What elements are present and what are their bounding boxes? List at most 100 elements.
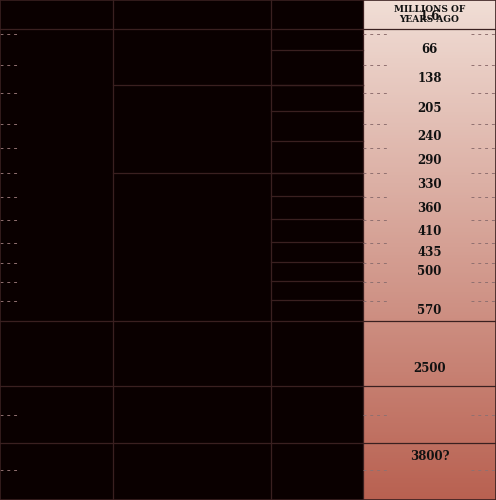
Bar <box>363 425 496 426</box>
Bar <box>363 184 496 185</box>
Bar <box>363 24 496 25</box>
Bar <box>363 306 496 308</box>
Bar <box>363 6 496 8</box>
Bar <box>363 430 496 432</box>
Bar <box>363 466 496 468</box>
Bar <box>363 18 496 20</box>
Bar <box>363 360 496 362</box>
Bar <box>363 402 496 404</box>
Bar <box>363 204 496 205</box>
Text: 138: 138 <box>417 72 442 86</box>
Bar <box>363 285 496 286</box>
Bar <box>363 312 496 314</box>
Bar <box>363 246 496 248</box>
Bar <box>363 94 496 95</box>
Bar <box>363 122 496 124</box>
Bar <box>363 288 496 290</box>
Bar <box>363 65 496 66</box>
Bar <box>363 186 496 188</box>
Bar <box>363 272 496 274</box>
Bar <box>363 455 496 456</box>
Bar <box>363 80 496 82</box>
Bar <box>363 412 496 414</box>
Bar <box>363 442 496 444</box>
Bar <box>363 372 496 374</box>
Bar <box>363 392 496 394</box>
Bar <box>363 168 496 170</box>
Bar <box>363 480 496 482</box>
Bar <box>363 115 496 116</box>
Bar <box>363 254 496 255</box>
Text: 410: 410 <box>417 225 442 238</box>
Text: 290: 290 <box>417 154 442 167</box>
Bar <box>363 70 496 71</box>
Bar <box>363 445 496 446</box>
Bar <box>363 492 496 494</box>
Bar <box>363 220 496 222</box>
Bar <box>363 260 496 262</box>
Bar <box>363 270 496 272</box>
Bar <box>363 315 496 316</box>
Bar <box>363 256 496 258</box>
Bar <box>363 25 496 26</box>
Text: 3800?: 3800? <box>410 450 449 462</box>
Bar <box>363 376 496 378</box>
Bar <box>363 248 496 250</box>
Bar <box>363 175 496 176</box>
Bar <box>363 364 496 365</box>
Bar <box>363 28 496 30</box>
Bar <box>363 275 496 276</box>
Bar <box>363 484 496 485</box>
Bar <box>363 56 496 58</box>
Bar <box>363 494 496 495</box>
Bar <box>363 258 496 260</box>
Bar <box>363 52 496 54</box>
Bar <box>363 185 496 186</box>
Bar <box>363 105 496 106</box>
Bar <box>363 374 496 375</box>
Bar <box>363 100 496 102</box>
Bar <box>363 190 496 192</box>
Bar <box>363 155 496 156</box>
Bar <box>363 465 496 466</box>
Bar <box>363 194 496 195</box>
Bar <box>363 182 496 184</box>
Bar <box>363 126 496 128</box>
Bar <box>363 305 496 306</box>
Text: 330: 330 <box>417 178 442 192</box>
Bar <box>363 460 496 462</box>
Bar <box>363 160 496 162</box>
Text: 1.6: 1.6 <box>419 10 440 24</box>
Bar <box>363 320 496 322</box>
Bar <box>363 45 496 46</box>
Bar <box>363 236 496 238</box>
Text: 205: 205 <box>417 102 442 115</box>
Bar <box>363 420 496 422</box>
Bar <box>363 202 496 203</box>
Bar <box>363 76 496 78</box>
Bar <box>363 265 496 266</box>
Bar <box>363 104 496 105</box>
Bar <box>363 454 496 455</box>
Bar <box>363 225 496 226</box>
Bar <box>363 346 496 348</box>
Bar <box>363 345 496 346</box>
Bar <box>363 10 496 12</box>
Bar <box>363 98 496 100</box>
Bar <box>363 474 496 475</box>
Text: 500: 500 <box>417 265 442 278</box>
Bar <box>363 310 496 312</box>
Bar <box>363 268 496 270</box>
Bar <box>363 340 496 342</box>
Bar <box>363 424 496 425</box>
Bar <box>363 26 496 28</box>
Bar <box>363 206 496 208</box>
Bar <box>363 496 496 498</box>
Bar <box>363 452 496 454</box>
Bar <box>363 266 496 268</box>
Bar <box>363 490 496 492</box>
Bar <box>363 388 496 390</box>
Bar <box>363 390 496 392</box>
Bar <box>0 0 363 29</box>
Bar <box>363 68 496 70</box>
